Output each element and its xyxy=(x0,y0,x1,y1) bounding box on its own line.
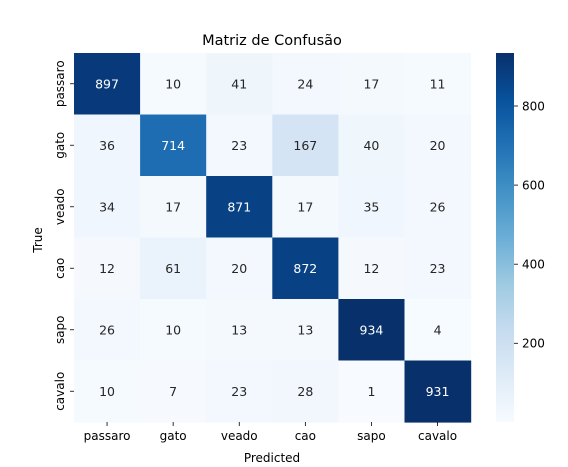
cell-value-label: 12 xyxy=(99,261,115,276)
y-tick-label: sapo xyxy=(53,315,67,344)
colorbar-tick-label: 200 xyxy=(522,337,545,351)
cell-value-label: 36 xyxy=(99,138,115,153)
heatmap-cell-gato-sapo xyxy=(338,114,406,177)
cell-value-label: 872 xyxy=(293,261,317,276)
cell-value-label: 17 xyxy=(165,199,181,214)
x-axis: passaro gato veado cao sapo cavalo xyxy=(84,422,457,443)
heatmap-cell-cao-passaro xyxy=(74,237,141,300)
colorbar-ticks: 200 400 600 800 xyxy=(514,99,545,351)
cell-value-label: 34 xyxy=(99,199,115,214)
colorbar-tick-label: 600 xyxy=(522,178,545,192)
heatmap-cell-gato-veado xyxy=(206,114,273,177)
cell-value-label: 10 xyxy=(99,384,115,399)
heatmap-cell-passaro-sapo xyxy=(338,53,406,116)
heatmap-cell-cavalo-gato xyxy=(140,360,207,423)
x-tick-label: veado xyxy=(221,429,258,443)
cell-value-label: 23 xyxy=(430,261,446,276)
cell-value-label: 7 xyxy=(169,384,177,399)
cell-value-label: 934 xyxy=(360,322,384,337)
x-tick-label: gato xyxy=(160,429,187,443)
x-tick-label: passaro xyxy=(84,429,131,443)
heatmap-cell-sapo-veado xyxy=(206,299,273,362)
heatmap-cell-cavalo-sapo xyxy=(338,360,406,423)
y-axis: passaro gato veado cao sapo cavalo xyxy=(53,60,74,411)
heatmap-cell-sapo-cavalo xyxy=(404,299,472,362)
cell-value-label: 12 xyxy=(363,261,379,276)
heatmap-cell-passaro-passaro xyxy=(74,53,141,116)
cell-value-label: 10 xyxy=(165,76,181,91)
heatmap-cell-gato-cao xyxy=(272,114,339,177)
cell-value-label: 931 xyxy=(426,384,450,399)
heatmap-cell-gato-cavalo xyxy=(404,114,472,177)
heatmap-cell-cao-gato xyxy=(140,237,207,300)
cell-value-label: 871 xyxy=(227,199,251,214)
cell-value-label: 20 xyxy=(231,261,247,276)
heatmap-cell-passaro-cavalo xyxy=(404,53,472,116)
heatmap-cell-veado-passaro xyxy=(74,176,141,239)
y-tick-label: cao xyxy=(53,258,67,279)
cell-value-label: 23 xyxy=(231,138,247,153)
heatmap-cell-veado-cao xyxy=(272,176,339,239)
cell-value-label: 10 xyxy=(165,322,181,337)
cell-value-label: 167 xyxy=(293,138,317,153)
cell-value-label: 17 xyxy=(297,199,313,214)
cell-value-label: 13 xyxy=(231,322,247,337)
x-tick-label: cao xyxy=(295,429,316,443)
cell-value-label: 11 xyxy=(430,76,446,91)
x-tick-label: cavalo xyxy=(418,429,457,443)
x-tick-label: sapo xyxy=(357,429,386,443)
cell-value-label: 35 xyxy=(363,199,379,214)
heatmap-cell-passaro-veado xyxy=(206,53,273,116)
heatmap-cell-gato-gato xyxy=(140,114,207,177)
heatmap-cell-cavalo-cao xyxy=(272,360,339,423)
cell-value-label: 24 xyxy=(297,76,313,91)
heatmap-cell-veado-veado xyxy=(206,176,273,239)
heatmap-cell-veado-gato xyxy=(140,176,207,239)
heatmap-cell-sapo-sapo xyxy=(338,299,406,362)
heatmap-cell-veado-sapo xyxy=(338,176,406,239)
cell-value-label: 41 xyxy=(231,76,247,91)
heatmap-cell-cao-veado xyxy=(206,237,273,300)
heatmap-cell-sapo-gato xyxy=(140,299,207,362)
cell-value-label: 28 xyxy=(297,384,313,399)
cell-value-label: 40 xyxy=(363,138,379,153)
y-tick-label: gato xyxy=(53,132,67,159)
heatmap-cell-cao-cavalo xyxy=(404,237,472,300)
colorbar-tick-label: 400 xyxy=(522,257,545,271)
cell-value-label: 13 xyxy=(297,322,313,337)
y-tick-label: veado xyxy=(53,188,67,225)
y-axis-label: True xyxy=(31,227,45,254)
heatmap-cell-passaro-gato xyxy=(140,53,207,116)
heatmap-cell-sapo-cao xyxy=(272,299,339,362)
heatmap-cell-sapo-passaro xyxy=(74,299,141,362)
chart-title: Matriz de Confusão xyxy=(202,33,342,49)
heatmap-cells xyxy=(74,53,472,423)
cell-value-label: 23 xyxy=(231,384,247,399)
heatmap-cell-passaro-cao xyxy=(272,53,339,116)
heatmap-cell-cavalo-veado xyxy=(206,360,273,423)
heatmap-cell-gato-passaro xyxy=(74,114,141,177)
cell-value-label: 897 xyxy=(95,76,119,91)
cell-value-label: 61 xyxy=(165,261,181,276)
y-tick-label: cavalo xyxy=(53,372,67,411)
colorbar xyxy=(496,53,514,422)
heatmap-cell-cavalo-passaro xyxy=(74,360,141,423)
cell-value-label: 20 xyxy=(430,138,446,153)
x-axis-label: Predicted xyxy=(244,451,300,465)
cell-value-label: 26 xyxy=(430,199,446,214)
cell-value-label: 4 xyxy=(434,322,442,337)
cell-value-label: 1 xyxy=(367,384,375,399)
heatmap-cell-cao-sapo xyxy=(338,237,406,300)
cell-value-label: 26 xyxy=(99,322,115,337)
heatmap-cell-veado-cavalo xyxy=(404,176,472,239)
heatmap-cell-cao-cao xyxy=(272,237,339,300)
cell-value-label: 17 xyxy=(363,76,379,91)
cell-value-label: 714 xyxy=(161,138,185,153)
y-tick-label: passaro xyxy=(53,60,67,107)
colorbar-tick-label: 800 xyxy=(522,99,545,113)
heatmap-cell-cavalo-cavalo xyxy=(404,360,472,423)
